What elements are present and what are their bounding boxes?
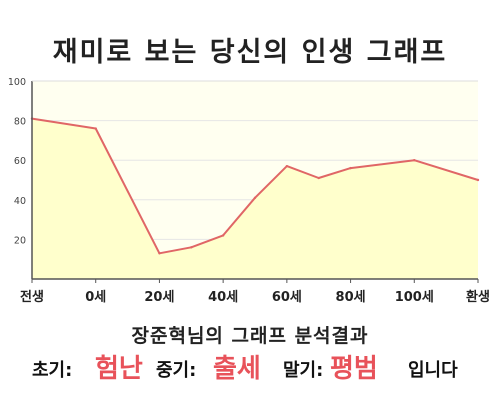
data-point	[190, 246, 193, 249]
result-ending: 입니다	[408, 360, 458, 381]
middle-value: 출세	[213, 354, 261, 384]
x-tick-label: 환생	[466, 289, 490, 305]
data-point	[476, 178, 480, 182]
label-layer: 20 40 60 80 100 전생 0세 20세 40세 60세 80세 100세 환생	[8, 77, 490, 305]
early-label: 초기:	[32, 360, 73, 381]
analysis-caption: 장준혁님의 그래프 분석결과	[131, 325, 369, 347]
data-point	[94, 127, 97, 130]
x-tick-label: 60세	[272, 290, 302, 305]
data-point	[253, 196, 257, 200]
data-point	[221, 234, 225, 237]
y-tick-label: 40	[14, 196, 26, 207]
x-tick-label: 40세	[208, 290, 238, 305]
data-point	[413, 159, 416, 162]
chart-title: 재미로 보는 당신의 인생 그래프	[52, 37, 448, 68]
y-tick-label: 20	[14, 235, 26, 246]
data-point	[317, 176, 320, 180]
data-point	[349, 166, 352, 170]
late-label: 말기:	[283, 360, 324, 381]
x-tick-label: 20세	[144, 290, 174, 305]
x-tick-label: 80세	[336, 290, 366, 305]
middle-label: 중기:	[156, 360, 197, 381]
y-tick-label: 80	[14, 117, 26, 128]
axis-layer	[31, 80, 479, 283]
life-graph-chart: 20 40 60 80 100 전생 0세 20세 40세 60세 80세 100세 환생	[8, 77, 490, 305]
data-point	[285, 164, 289, 168]
data-point	[158, 252, 161, 255]
analysis-result: 초기: 험난 중기: 출세 말기: 평범 입니다	[0, 346, 500, 386]
x-tick-label: 100세	[395, 290, 434, 305]
early-value: 험난	[95, 354, 143, 384]
late-value: 평범	[330, 354, 378, 384]
y-tick-label: 100	[8, 77, 26, 88]
x-tick-label: 전생	[20, 289, 44, 305]
x-tick-label: 0세	[85, 290, 106, 305]
y-tick-label: 60	[14, 156, 26, 167]
